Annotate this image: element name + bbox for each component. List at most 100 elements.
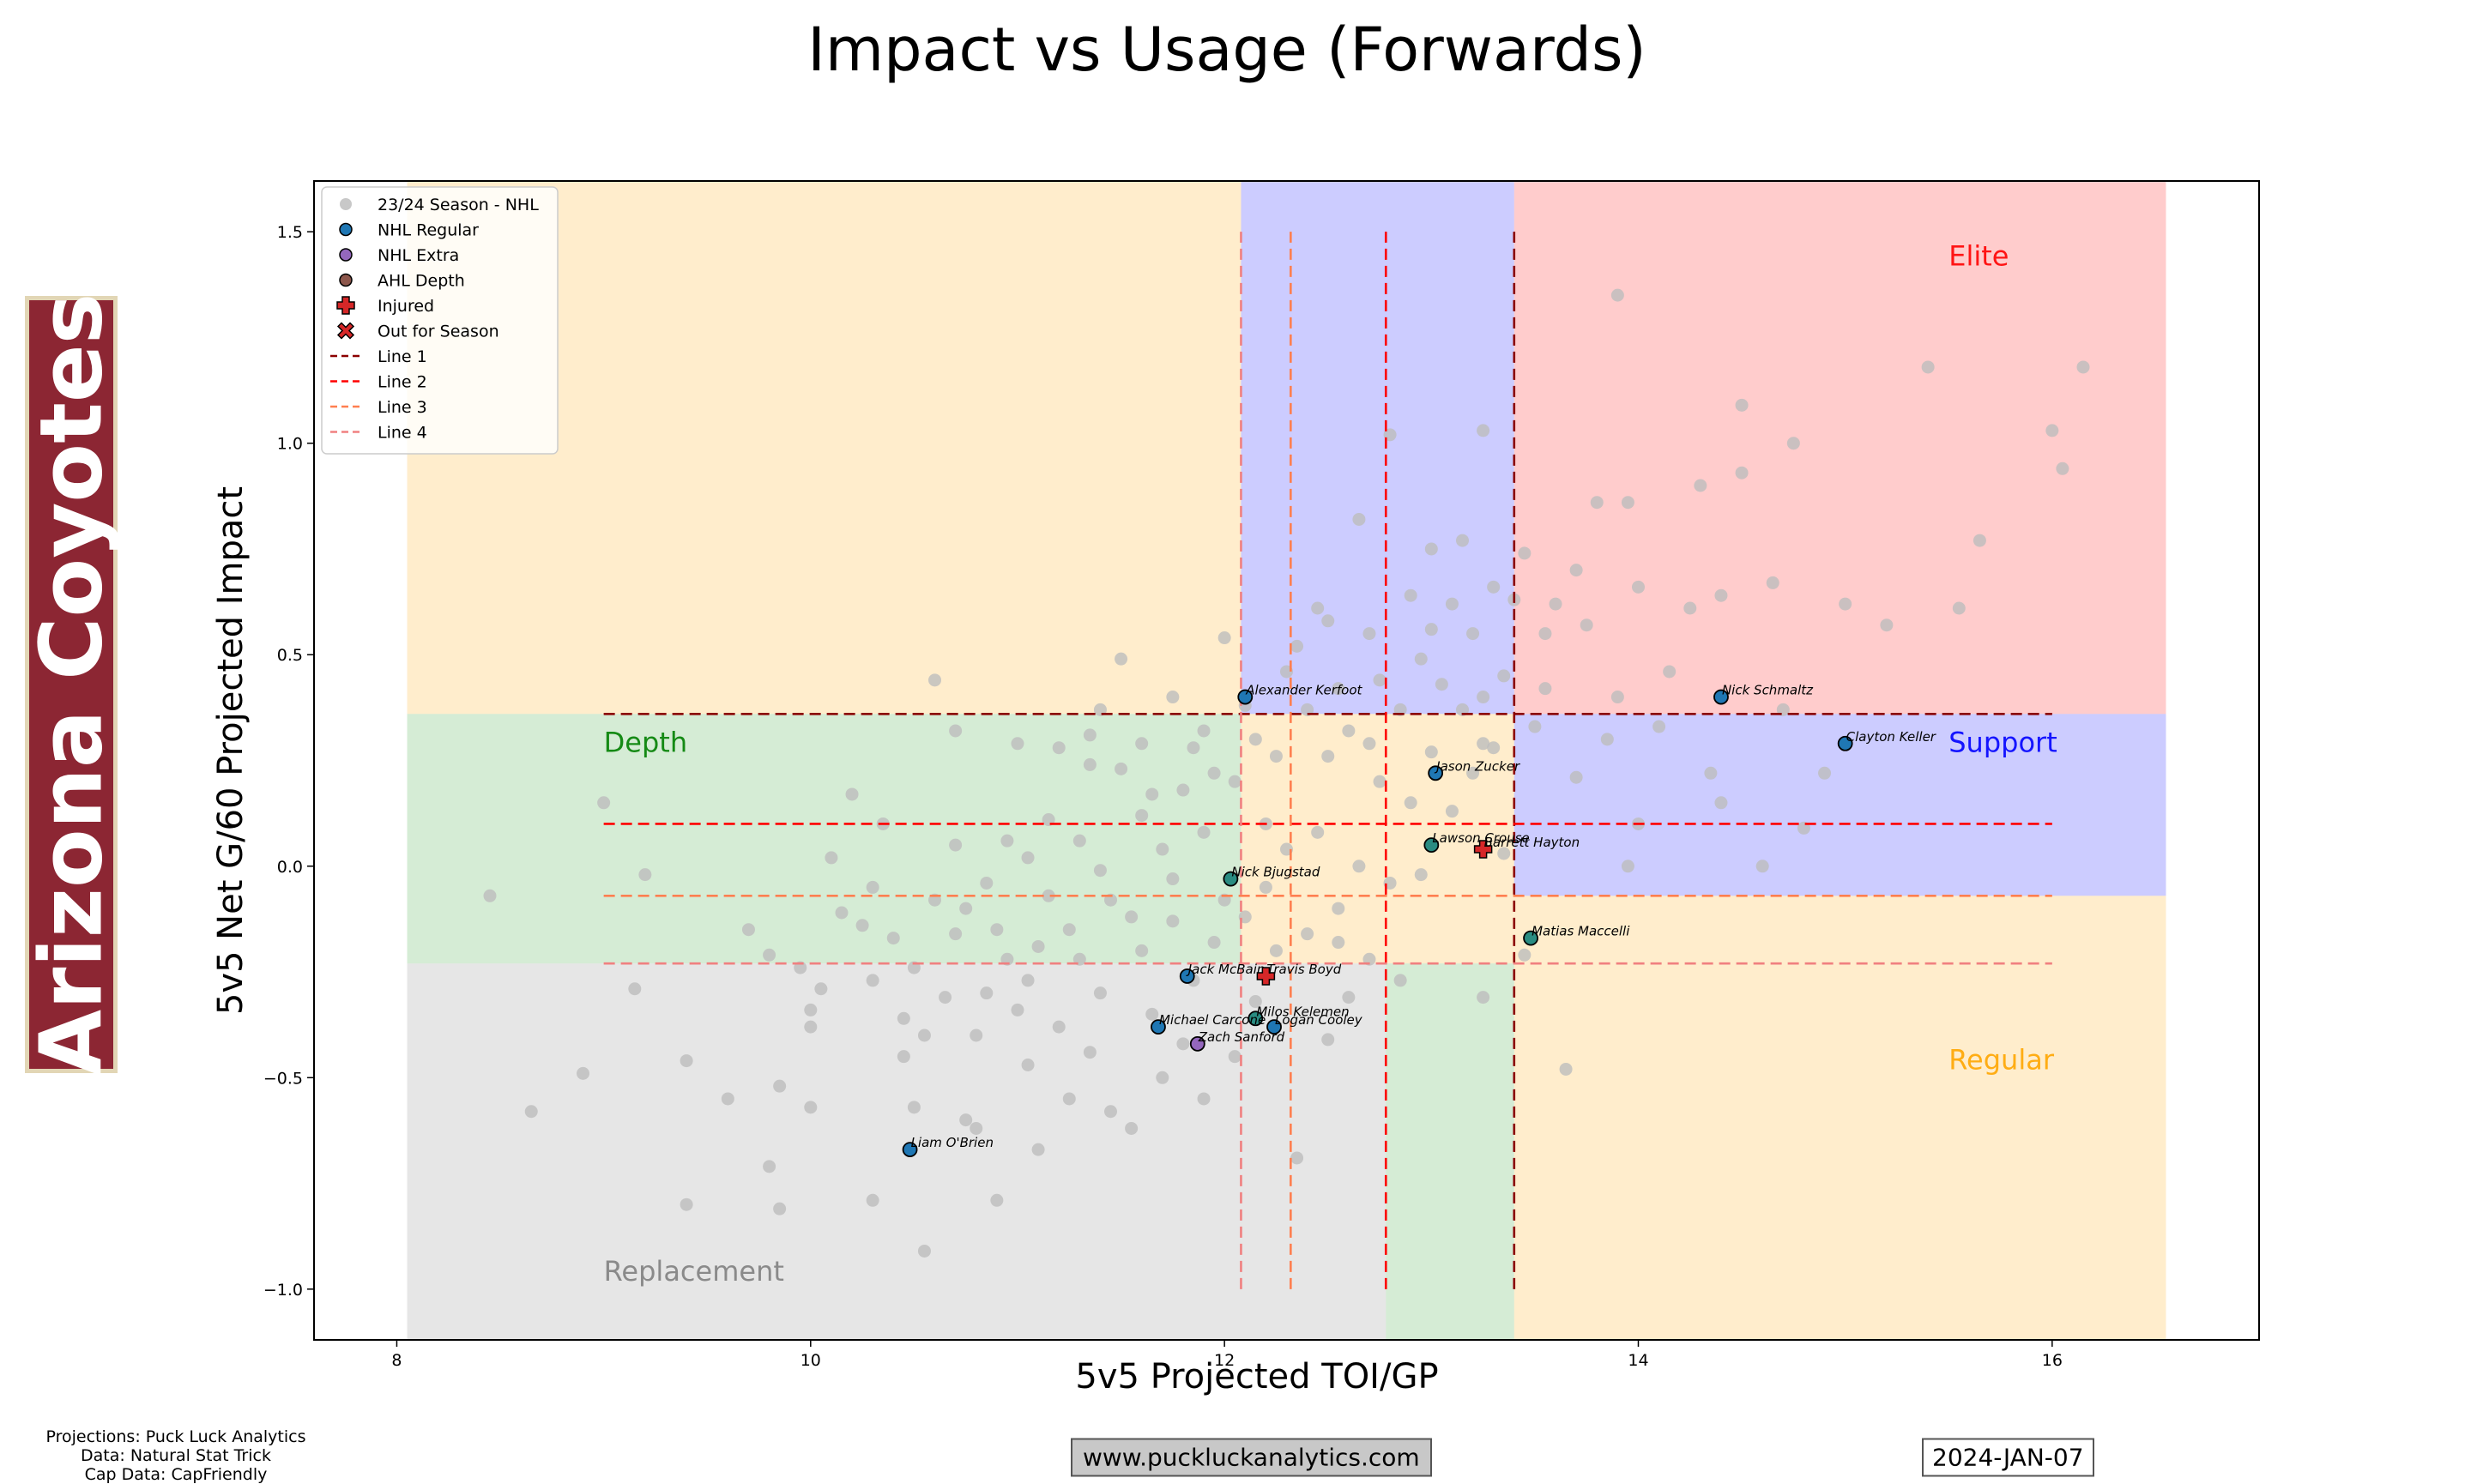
player-marker-barrett-hayton [1473,840,1493,859]
league-point [1683,601,1697,615]
credits: Projections: Puck Luck Analytics Data: N… [26,1427,326,1484]
league-point [1424,542,1438,556]
league-point [1497,847,1511,860]
legend-label-injured: Injured [378,297,434,316]
league-point [1207,766,1221,780]
league-point [1104,1105,1118,1119]
y-tick-label: −1.0 [263,1281,303,1300]
league-point [1466,627,1480,641]
y-tick-label: 0.0 [277,858,303,877]
team-name: Arizona Coyotes [21,293,122,1077]
player-marker-alexander-kerfoot [1237,689,1254,705]
league-point [1352,860,1366,873]
league-point [597,796,611,810]
league-point [1735,398,1749,412]
league-point [1445,597,1459,611]
zone-shading [1241,714,1387,964]
player-label-alexander-kerfoot: Alexander Kerfoot [1245,683,1362,698]
league-point [897,1011,910,1025]
x-tick-label: 16 [2042,1351,2063,1370]
league-point [1621,860,1634,873]
league-point [1217,631,1231,645]
league-point [970,1029,983,1042]
league-point [804,1003,818,1016]
league-point [1600,733,1614,746]
league-point [1321,1033,1335,1047]
y-tick-label: 1.5 [277,223,303,242]
plot-inner: Depth Elite Support Regular Replacement Alexa… [407,181,2166,1340]
league-point [483,889,497,902]
league-point [1435,678,1448,691]
league-point [1610,691,1624,704]
legend: 23/24 Season - NHL NHL Regular NHL Extra AH… [321,186,559,455]
league-point [1342,724,1356,738]
legend-label-line-4: Line 4 [378,424,427,443]
legend-marker-nhl-extra [339,248,353,262]
league-point [1207,936,1221,950]
league-point [1373,775,1387,788]
league-point [1228,775,1242,788]
league-point [959,1113,973,1127]
x-tick-label: 12 [1214,1351,1235,1370]
league-point [1477,424,1490,437]
league-point [866,974,879,987]
player-label-lawson-crouse: Lawson Crouse [1432,830,1529,846]
league-point [1332,936,1345,950]
league-point [1166,691,1180,704]
league-point [1031,939,1045,953]
zone-elite [1513,181,2166,715]
league-point [928,673,942,687]
player-marker-logan-cooley [1266,1019,1282,1035]
player-label-michael-carcone: Michael Carcone [1159,1012,1266,1028]
legend-marker-ahl-depth [339,273,353,287]
x-tick-label: 10 [801,1351,821,1370]
league-point [721,1092,734,1106]
league-point [980,876,994,890]
league-point [1704,766,1718,780]
league-point [1290,639,1304,653]
league-point [1373,673,1387,687]
legend-marker-out-for-season [336,322,355,340]
plot-frame [313,180,2260,1341]
league-point [1125,910,1139,924]
team-banner: Arizona Coyotes [21,293,122,1077]
league-point [1125,1121,1139,1135]
league-point [2076,360,2090,374]
league-point [1538,682,1552,696]
league-point [1332,682,1345,696]
league-point [1663,665,1677,679]
league-point [1259,880,1272,894]
league-point [1115,762,1128,775]
league-point [1197,825,1211,839]
legend-label-ahl-depth: AHL Depth [378,272,465,291]
league-point [1093,986,1107,1000]
league-point [763,1160,776,1173]
website-link[interactable]: www.puckluckanalytics.com [1071,1438,1432,1477]
player-marker-zach-sanford [1189,1035,1205,1052]
league-point [1248,995,1262,1009]
player-marker-nick-bjugstad [1223,871,1239,887]
league-point [1228,1050,1242,1064]
y-tick-label: −0.5 [263,1069,303,1088]
legend-label-nhl-regular: NHL Regular [378,221,479,240]
league-point [1145,1007,1159,1021]
league-point [1115,652,1128,666]
league-point [1766,576,1779,589]
league-point [939,991,952,1004]
player-marker-travis-boyd [1256,967,1276,986]
league-point [773,1202,787,1216]
league-point [1083,757,1097,771]
player-marker-liam-o-brien [902,1142,918,1158]
player-label-nick-bjugstad: Nick Bjugstad [1231,865,1320,880]
league-point [1580,618,1593,632]
zone-label-regular: Regular [1948,1043,2055,1076]
league-point [741,923,755,937]
league-point [1755,860,1769,873]
league-point [1952,601,1966,615]
league-point [1477,737,1490,751]
player-marker-lawson-crouse [1423,837,1440,854]
y-axis-label: 5v5 Net G/60 Projected Impact [211,486,251,1015]
player-label-clayton-keller: Clayton Keller [1846,729,1936,745]
league-point [1021,974,1035,987]
league-point [1538,627,1552,641]
